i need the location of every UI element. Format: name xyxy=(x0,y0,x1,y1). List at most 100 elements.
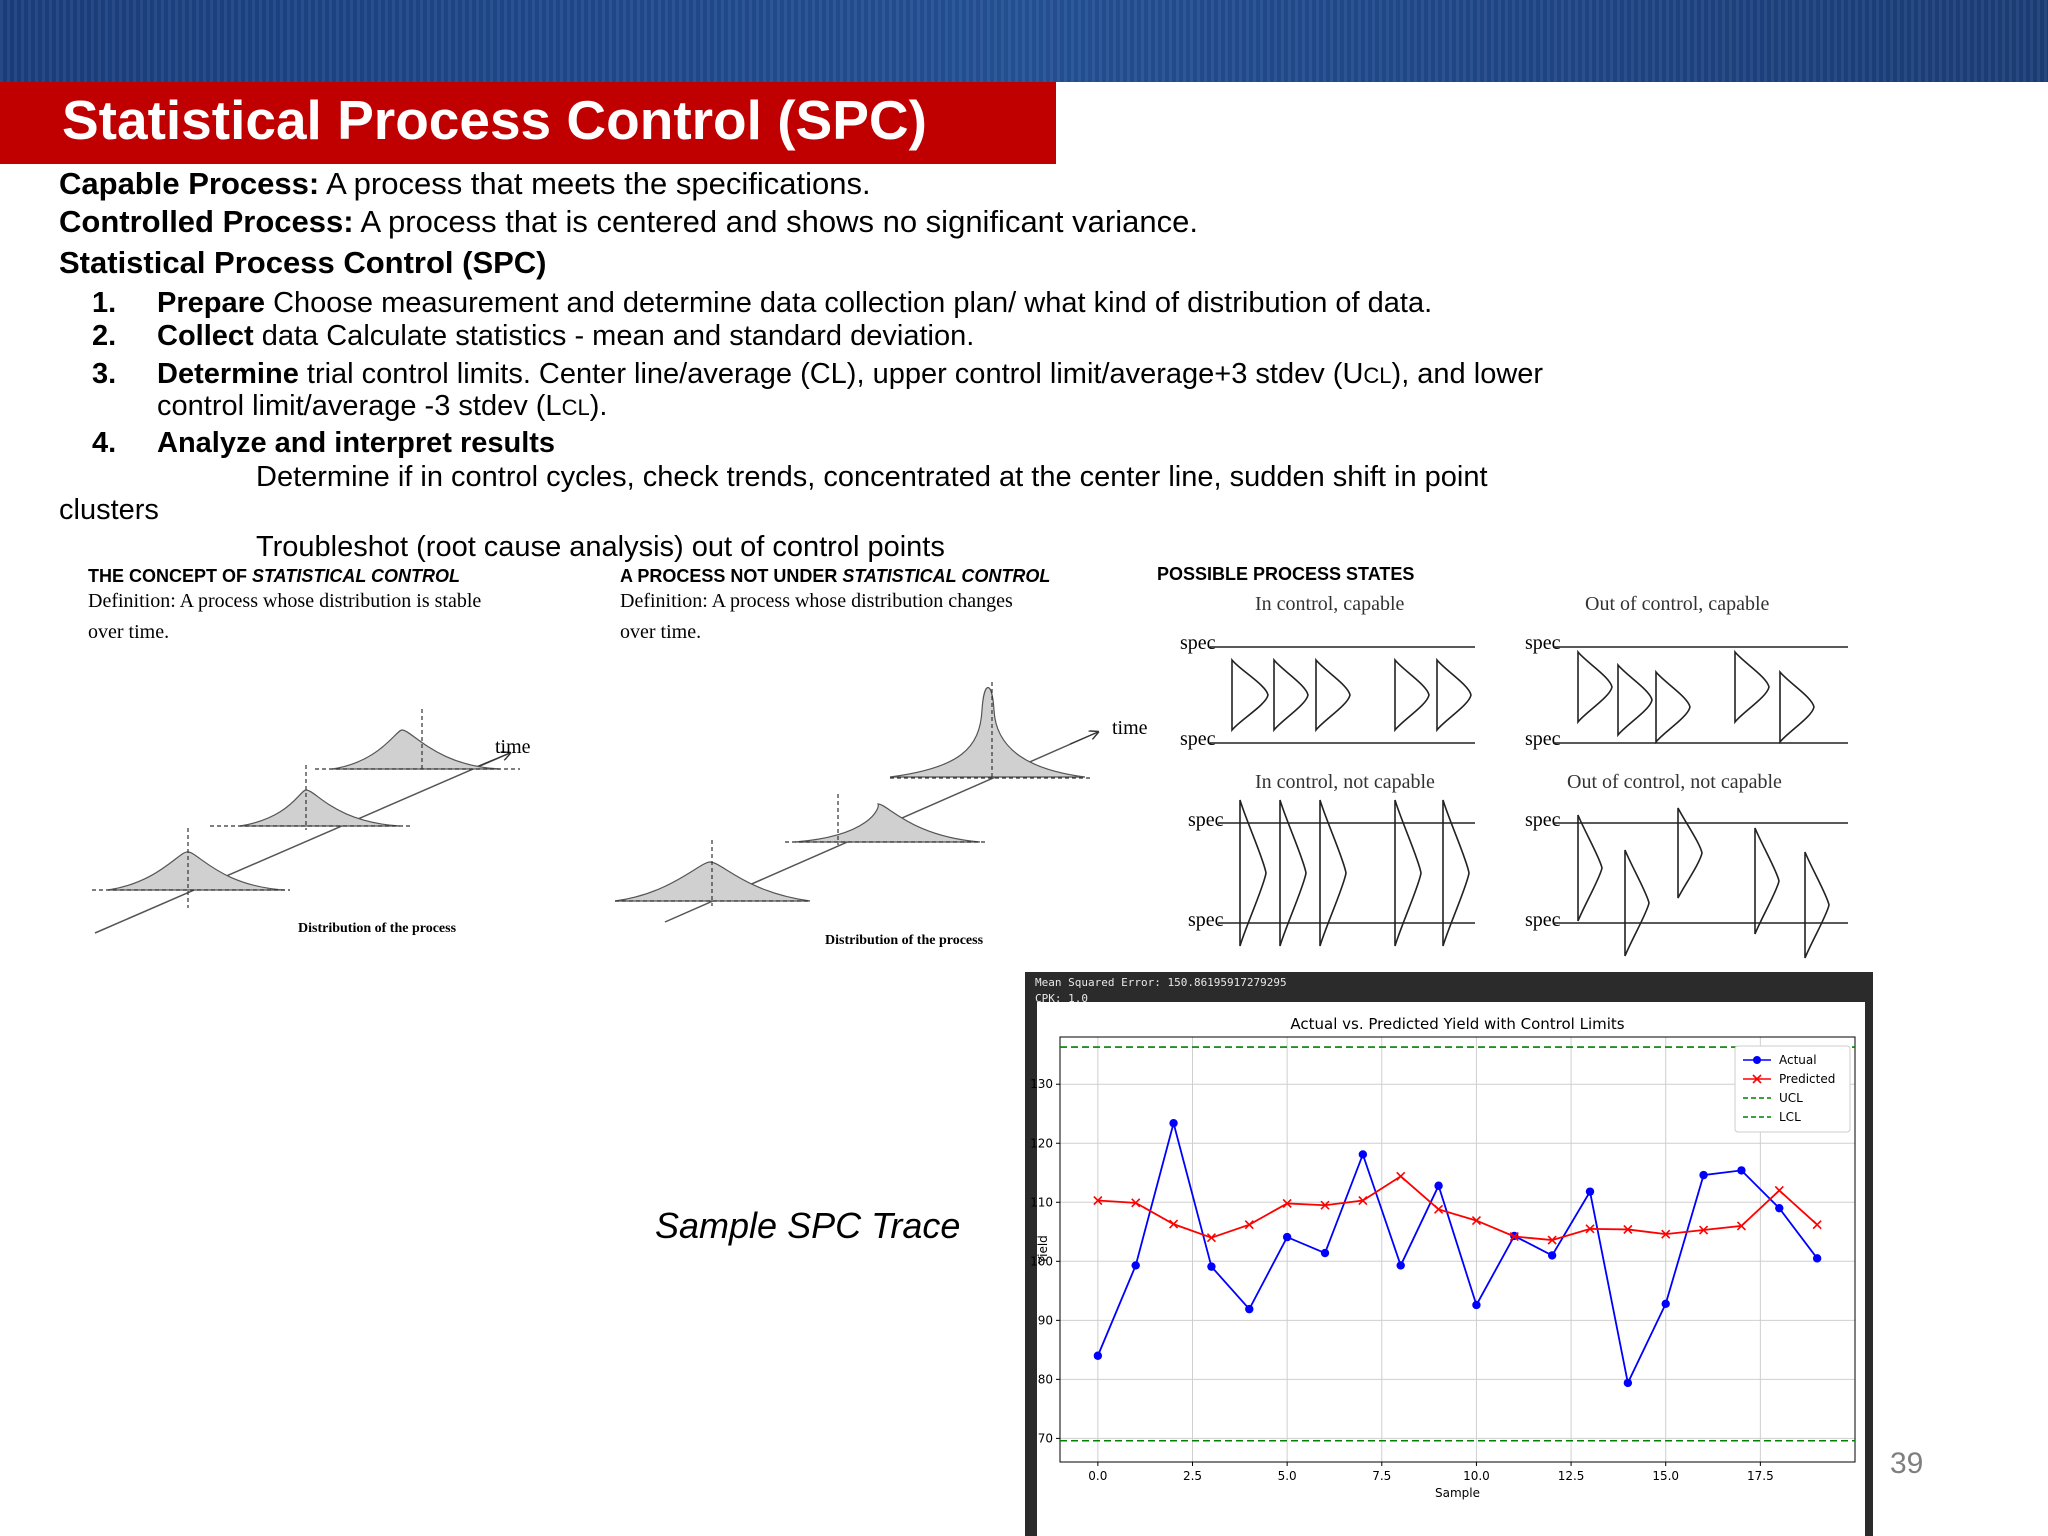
chart-point-actual xyxy=(1661,1299,1670,1309)
top-banner xyxy=(0,0,2048,82)
chart-point-mark xyxy=(1434,1204,1444,1214)
svg-text:spec: spec xyxy=(1525,809,1561,831)
chart-point-predicted xyxy=(1585,1224,1595,1234)
analyze-line-1: Determine if in control cycles, check tr… xyxy=(256,461,1488,493)
chart-ytick-label: 120 xyxy=(1030,1136,1053,1150)
chart-point-mark xyxy=(1320,1200,1330,1210)
chart-xtick-label: 2.5 xyxy=(1183,1469,1202,1483)
chart-ytick-label: 80 xyxy=(1038,1372,1053,1386)
analyze-line-2: Troubleshot (root cause analysis) out of… xyxy=(256,531,945,563)
chart-point-mark xyxy=(1358,1195,1368,1206)
chart-point-actual xyxy=(1093,1351,1103,1360)
svg-text:spec: spec xyxy=(1188,909,1224,931)
chart-point-predicted xyxy=(1396,1171,1406,1181)
process-state-shapes xyxy=(1210,646,1848,959)
step-determine: Determine trial control limits. Center l… xyxy=(157,358,1544,390)
title-bar xyxy=(0,82,1056,164)
chart-point-predicted xyxy=(1358,1195,1368,1206)
chart-point-mark xyxy=(1093,1195,1103,1206)
chart-title: Actual vs. Predicted Yield with Control … xyxy=(1290,1015,1624,1033)
chart-plot-frame xyxy=(1059,1036,1856,1463)
step-prepare: Prepare Choose measurement and determine… xyxy=(157,287,1433,319)
chart-point-mark xyxy=(1623,1224,1633,1234)
panel1-diagram xyxy=(92,709,520,934)
chart-point-predicted xyxy=(1169,1219,1179,1229)
chart-point-actual xyxy=(1585,1187,1595,1196)
chart-point-predicted xyxy=(1131,1198,1141,1208)
state-in-control-capable: In control, capable xyxy=(1255,593,1404,615)
chart-point-predicted xyxy=(1093,1195,1103,1206)
panel1-time-label: time xyxy=(495,736,531,758)
chart-ytick-label: 90 xyxy=(1038,1313,1053,1327)
chart-point-predicted xyxy=(1206,1233,1216,1243)
state-out-of-control-not-capable: Out of control, not capable xyxy=(1567,771,1782,793)
chart-point-predicted xyxy=(1736,1221,1746,1231)
analyze-line-1-wrap: clusters xyxy=(59,494,159,526)
chart-point-actual xyxy=(1207,1262,1216,1271)
chart-point-actual xyxy=(1547,1251,1557,1260)
chart-point-mark xyxy=(1736,1221,1746,1231)
chart-point-actual xyxy=(1737,1166,1746,1175)
step-number: 4. xyxy=(92,427,117,459)
chart-point-actual xyxy=(1472,1300,1481,1310)
chart-xtick-label: 15.0 xyxy=(1652,1469,1679,1483)
step-collect: Collect data Calculate statistics - mean… xyxy=(157,320,975,352)
slide-title: Statistical Process Control (SPC) xyxy=(62,89,927,151)
chart-legend-marker xyxy=(1753,1056,1761,1064)
chart-point-predicted xyxy=(1434,1204,1444,1214)
svg-text:spec: spec xyxy=(1188,809,1224,831)
chart-point-predicted xyxy=(1699,1225,1709,1235)
chart-point-mark xyxy=(1509,1231,1519,1242)
chart-xtick-label: 5.0 xyxy=(1278,1469,1297,1483)
step-number: 3. xyxy=(92,358,117,390)
chart-point-predicted xyxy=(1320,1200,1330,1210)
chart-xtick-label: 10.0 xyxy=(1463,1469,1490,1483)
panel2-diagram xyxy=(614,682,1098,923)
chart-point-mark xyxy=(1661,1229,1671,1239)
definition-controlled: Controlled Process: A process that is ce… xyxy=(59,204,1198,239)
chart-xtick-label: 17.5 xyxy=(1747,1469,1774,1483)
chart-xtick-label: 0.0 xyxy=(1088,1469,1107,1483)
spec-labels: spec spec spec spec spec spec spec spec xyxy=(1180,632,1561,931)
state-out-of-control-capable: Out of control, capable xyxy=(1585,593,1769,615)
chart-point-actual xyxy=(1131,1261,1140,1270)
chart-point-actual xyxy=(1358,1150,1368,1159)
chart-point-mark xyxy=(1169,1219,1179,1229)
chart-point-mark xyxy=(1131,1198,1141,1208)
svg-text:spec: spec xyxy=(1525,909,1561,931)
svg-text:spec: spec xyxy=(1525,728,1561,750)
panel2-definition: Definition: A process whose distribution… xyxy=(620,590,1013,612)
chart-point-predicted xyxy=(1244,1220,1254,1230)
panel3-heading: POSSIBLE PROCESS STATES xyxy=(1157,564,1414,584)
svg-text:spec: spec xyxy=(1180,632,1216,654)
panel2-caption: Distribution of the process xyxy=(825,933,984,948)
spc-trace-chart: 0.0 2.5 5.0 7.5 10.0 12.5 15.0 17.5 70 80 90 100 110… xyxy=(1030,1002,1865,1536)
panel1-heading: THE CONCEPT OF STATISTICAL CONTROL xyxy=(88,566,460,586)
chart-point-actual xyxy=(1434,1181,1443,1190)
chart-point-mark xyxy=(1206,1233,1216,1243)
chart-point-actual xyxy=(1396,1261,1405,1270)
chart-series-predicted xyxy=(1097,1175,1818,1241)
chart-point-mark xyxy=(1547,1235,1557,1245)
spc-heading: Statistical Process Control (SPC) xyxy=(59,245,547,280)
process-states-figure: THE CONCEPT OF STATISTICAL CONTROL Defin… xyxy=(88,564,1848,959)
chart-legend-label: LCL xyxy=(1779,1110,1801,1124)
panel1-definition: Definition: A process whose distribution… xyxy=(88,590,481,612)
chart-legend-label: UCL xyxy=(1779,1091,1803,1105)
chart-point-actual xyxy=(1169,1118,1178,1128)
page-number: 39 xyxy=(1890,1447,1924,1480)
chart-point-mark xyxy=(1699,1225,1709,1235)
mse-text: Mean Squared Error: 150.86195917279295 xyxy=(1035,976,1287,989)
chart-legend xyxy=(1734,1045,1851,1133)
panel1-definition-cont: over time. xyxy=(88,621,169,643)
chart-xlabel: Sample xyxy=(1435,1486,1480,1500)
chart-ytick-label: 70 xyxy=(1038,1431,1053,1445)
chart-point-actual xyxy=(1699,1170,1708,1180)
panel2-definition-cont: over time. xyxy=(620,621,701,643)
panel1-caption: Distribution of the process xyxy=(298,921,457,936)
chart-point-predicted xyxy=(1509,1231,1519,1242)
chart-point-actual xyxy=(1320,1248,1330,1258)
chart-point-mark xyxy=(1471,1216,1481,1226)
spc-trace-panel: 0.0 2.5 5.0 7.5 10.0 12.5 15.0 17.5 70 80 90 100 110… xyxy=(1025,972,1873,1536)
chart-point-predicted xyxy=(1471,1216,1481,1226)
